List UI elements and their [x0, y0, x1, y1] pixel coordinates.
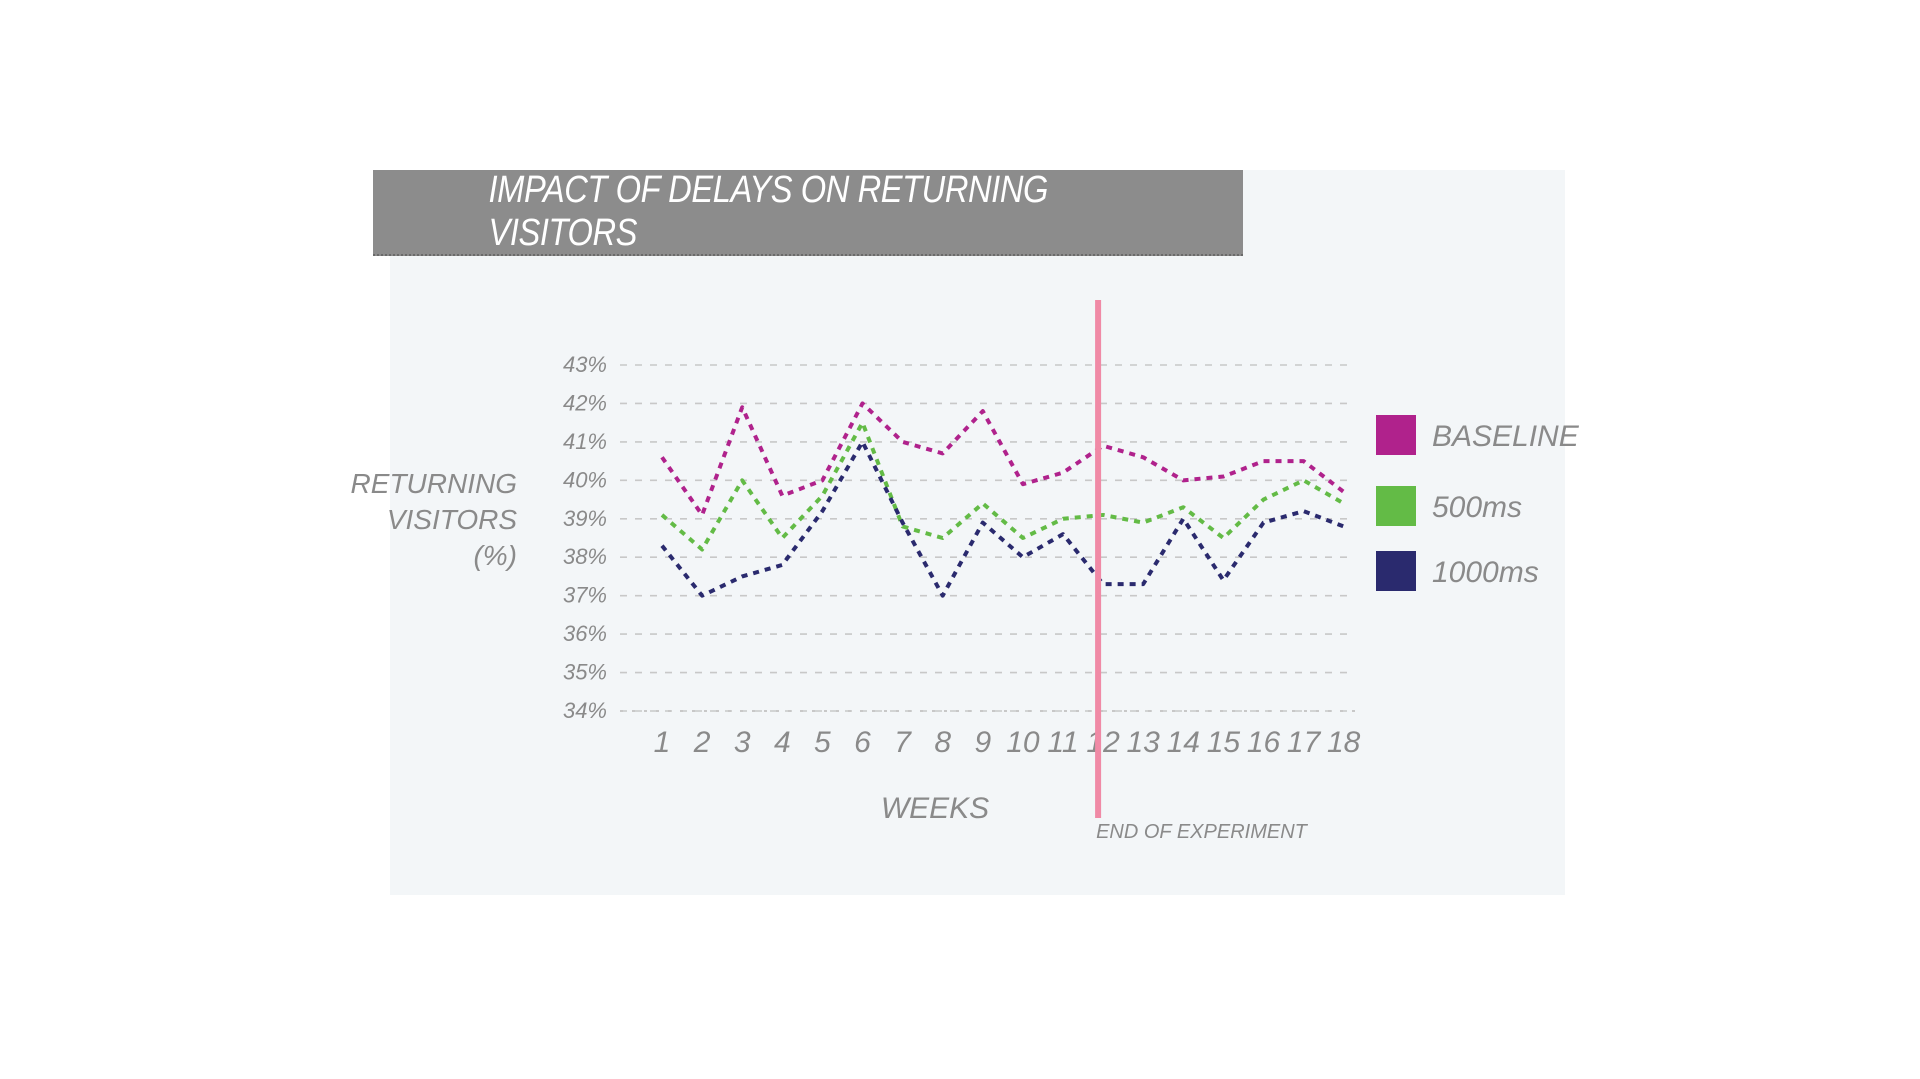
y-axis-label: RETURNING — [351, 468, 517, 499]
legend-label: BASELINE — [1432, 420, 1580, 453]
legend-label: 1000ms — [1432, 556, 1539, 589]
x-tick-label: 15 — [1207, 726, 1241, 759]
x-tick-label: 17 — [1287, 726, 1322, 759]
grid-lines — [620, 364, 1355, 712]
legend-label: 500ms — [1432, 491, 1522, 524]
y-tick-label: 37% — [563, 583, 607, 608]
x-tick-label: 14 — [1167, 726, 1200, 759]
y-tick-label: 36% — [563, 621, 607, 646]
x-tick-label: 13 — [1127, 726, 1161, 759]
y-tick-label: 40% — [563, 467, 607, 492]
y-tick-label: 34% — [563, 698, 607, 723]
x-tick-label: 7 — [894, 726, 912, 759]
legend: BASELINE 500ms 1000ms — [1376, 415, 1580, 591]
y-axis-label: VISITORS — [387, 504, 518, 535]
end-of-experiment-marker: END OF EXPERIMENT — [1095, 300, 1309, 843]
series-line-500ms — [660, 420, 1345, 552]
x-tick-label: 10 — [1006, 726, 1040, 759]
y-tick-label: 39% — [563, 506, 607, 531]
x-tick-label: 3 — [734, 726, 751, 759]
x-tick-label: 6 — [854, 726, 871, 759]
y-tick-labels: 34% 35% 36% 37% 38% 39% 40% 41% 42% 43% — [563, 352, 607, 723]
x-tick-label: 9 — [974, 726, 991, 759]
x-axis-label: WEEKS — [881, 792, 989, 825]
y-axis-label: (%) — [473, 540, 517, 571]
series-lines — [660, 401, 1345, 598]
legend-swatch — [1376, 415, 1416, 455]
y-tick-label: 38% — [563, 544, 607, 569]
x-tick-label: 4 — [774, 726, 791, 759]
chart-title: IMPACT OF DELAYS ON RETURNING VISITORS — [488, 169, 1049, 254]
x-tick-label: 2 — [693, 726, 711, 759]
x-tick-label: 8 — [934, 726, 951, 759]
y-tick-label: 43% — [563, 352, 607, 377]
x-tick-label: 11 — [1047, 726, 1078, 759]
x-tick-label: 18 — [1327, 726, 1361, 759]
x-tick-label: 12 — [1086, 726, 1120, 759]
x-tick-label: 16 — [1247, 726, 1281, 759]
series-line-baseline — [660, 401, 1345, 517]
end-of-experiment-label: END OF EXPERIMENT — [1096, 821, 1309, 843]
legend-swatch — [1376, 551, 1416, 591]
y-tick-label: 41% — [563, 429, 607, 454]
y-tick-label: 42% — [563, 390, 607, 415]
legend-swatch — [1376, 486, 1416, 526]
x-tick-label: 5 — [814, 726, 831, 759]
x-tick-labels: 1 2 3 4 5 6 7 8 9 10 11 12 13 14 15 16 17 18 — [654, 726, 1361, 759]
axis-labels: WEEKS RETURNING VISITORS (%) — [351, 468, 990, 825]
y-tick-label: 35% — [563, 660, 607, 685]
series-line-1000ms — [660, 439, 1345, 598]
x-tick-label: 1 — [654, 726, 671, 759]
chart-title-bar: IMPACT OF DELAYS ON RETURNING VISITORS — [373, 169, 1243, 256]
